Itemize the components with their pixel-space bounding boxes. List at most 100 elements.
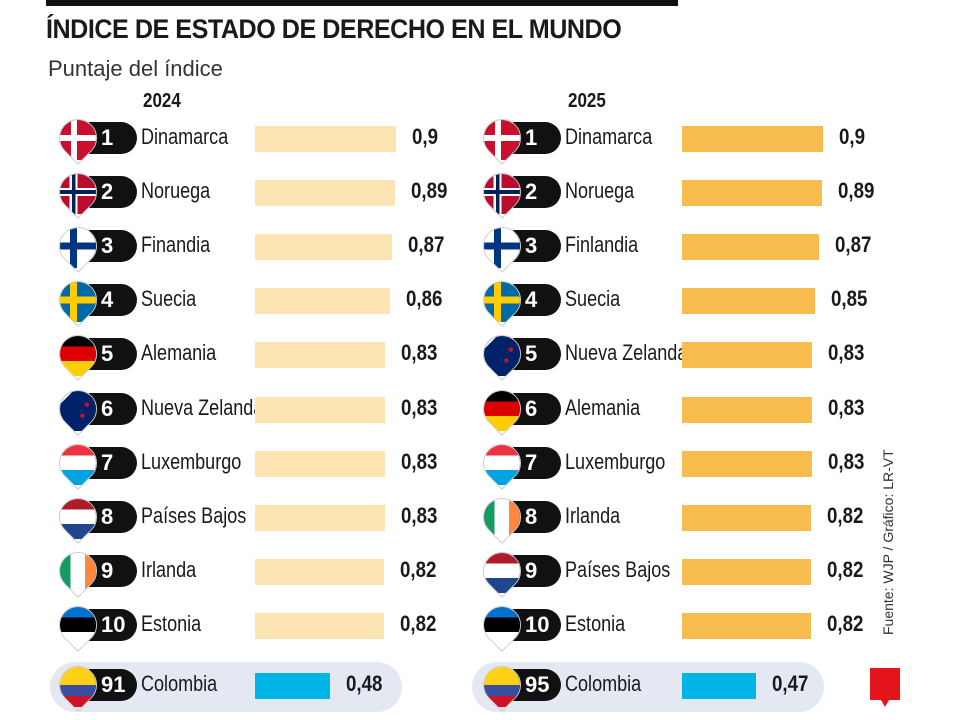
bar bbox=[682, 504, 811, 531]
value-label: 0,82 bbox=[826, 556, 864, 582]
chart-title: ÍNDICE DE ESTADO DE DERECHO EN EL MUNDO bbox=[46, 14, 622, 44]
bar-row-2025: 3 Finlandia 0,87 bbox=[475, 219, 883, 274]
bar-row-2025: 9 Países Bajos 0,82 bbox=[475, 543, 883, 598]
country-label: Países Bajos bbox=[141, 502, 247, 528]
value-label: 0,9 bbox=[839, 124, 866, 149]
bar bbox=[255, 180, 395, 207]
bar-row-2025: 8 Irlanda 0,82 bbox=[475, 489, 883, 544]
bar-row-2024: 7 Luxemburgo 0,83 bbox=[51, 435, 459, 490]
bar bbox=[682, 342, 813, 369]
bar bbox=[682, 180, 822, 207]
rank-badge: 6 bbox=[89, 392, 137, 425]
flag-lu-icon bbox=[51, 435, 105, 490]
flag-nz-icon bbox=[51, 381, 105, 436]
value-label: 0,87 bbox=[407, 232, 444, 258]
value-label: 0,83 bbox=[828, 340, 865, 366]
bar-row-2024: 6 Nueva Zelanda 0,83 bbox=[51, 381, 459, 436]
bar-row-2024: 8 Países Bajos 0,83 bbox=[51, 489, 459, 544]
country-label: Países Bajos bbox=[565, 556, 671, 582]
bar-row-2025: 5 Nueva Zelanda 0,83 bbox=[475, 327, 883, 382]
value-label: 0,47 bbox=[771, 671, 809, 696]
bar bbox=[682, 396, 813, 423]
flag-ee-icon bbox=[475, 598, 529, 652]
flag-ie-icon bbox=[475, 489, 529, 544]
bar-row-2024: 10 Estonia 0,82 bbox=[51, 598, 459, 652]
bar-row-2025: 10 Estonia 0,82 bbox=[475, 598, 883, 652]
bar bbox=[255, 450, 386, 477]
chart-subtitle: Puntaje del índice bbox=[48, 56, 223, 81]
bar-row-2024: 2 Noruega 0,89 bbox=[51, 165, 459, 219]
value-label: 0,89 bbox=[837, 178, 875, 204]
country-label: Nueva Zelanda bbox=[141, 394, 264, 420]
country-label: Noruega bbox=[565, 178, 635, 204]
rank-badge: 10 bbox=[513, 608, 561, 641]
bar bbox=[682, 126, 824, 152]
flag-de-icon bbox=[51, 327, 105, 382]
value-label: 0,82 bbox=[399, 610, 437, 636]
flag-dk-icon bbox=[51, 111, 105, 165]
value-label: 0,82 bbox=[399, 556, 437, 582]
value-label: 0,85 bbox=[831, 286, 868, 312]
bar bbox=[682, 673, 756, 699]
bar-row-2024: 3 Finandia 0,87 bbox=[51, 219, 459, 274]
flag-ie-icon bbox=[51, 543, 105, 598]
year-2024-heading: 2024 bbox=[143, 90, 181, 112]
bar-row-2025: 7 Luxemburgo 0,83 bbox=[475, 435, 883, 490]
bar bbox=[255, 396, 386, 423]
value-label: 0,82 bbox=[826, 502, 864, 528]
value-label: 0,48 bbox=[346, 671, 383, 696]
bar-row-2025: 95 Colombia 0,47 bbox=[475, 658, 883, 712]
country-label: Estonia bbox=[141, 610, 202, 636]
lr-logo bbox=[870, 668, 900, 707]
country-label: Colombia bbox=[141, 671, 218, 696]
bar bbox=[255, 558, 384, 585]
rank-badge: 7 bbox=[513, 446, 561, 479]
bar-row-2024: 5 Alemania 0,83 bbox=[51, 327, 459, 382]
value-label: 0,83 bbox=[828, 394, 865, 420]
bar-row-2024: 91 Colombia 0,48 bbox=[51, 658, 459, 712]
flag-se-icon bbox=[51, 273, 105, 328]
value-label: 0,9 bbox=[412, 124, 439, 149]
top-rule bbox=[46, 0, 678, 6]
country-label: Suecia bbox=[565, 286, 621, 312]
bar bbox=[682, 288, 816, 315]
value-label: 0,83 bbox=[828, 448, 865, 474]
value-label: 0,83 bbox=[401, 502, 438, 528]
value-label: 0,83 bbox=[401, 340, 438, 366]
country-label: Alemania bbox=[565, 394, 641, 420]
country-label: Dinamarca bbox=[141, 124, 229, 149]
bar bbox=[255, 504, 386, 531]
country-label: Dinamarca bbox=[565, 124, 653, 149]
bar bbox=[255, 342, 386, 369]
value-label: 0,86 bbox=[406, 286, 443, 312]
country-label: Nueva Zelanda bbox=[565, 340, 688, 366]
flag-lu-icon bbox=[475, 435, 529, 490]
bar-row-2025: 2 Noruega 0,89 bbox=[475, 165, 883, 219]
bar bbox=[255, 234, 392, 261]
flag-fi-icon bbox=[475, 219, 529, 274]
year-2025-heading: 2025 bbox=[568, 90, 606, 112]
flag-de-icon bbox=[475, 381, 529, 436]
flag-dk-icon bbox=[475, 111, 529, 165]
country-label: Finandia bbox=[141, 232, 211, 258]
flag-se-icon bbox=[475, 273, 529, 328]
bar-row-2024: 9 Irlanda 0,82 bbox=[51, 543, 459, 598]
flag-ee-icon bbox=[51, 598, 105, 652]
country-label: Luxemburgo bbox=[141, 448, 242, 474]
bar bbox=[682, 612, 811, 639]
flag-no-icon bbox=[475, 165, 529, 219]
bar bbox=[255, 673, 331, 699]
value-label: 0,82 bbox=[826, 610, 864, 636]
bar-row-2025: 1 Dinamarca 0,9 bbox=[475, 111, 883, 165]
bar bbox=[682, 450, 813, 477]
bar-row-2025: 6 Alemania 0,83 bbox=[475, 381, 883, 436]
flag-fi-icon bbox=[51, 219, 105, 274]
source-note: Fuente: WJP / Gráfico: LR-VT bbox=[880, 449, 896, 635]
bar-row-2025: 4 Suecia 0,85 bbox=[475, 273, 883, 328]
country-label: Irlanda bbox=[141, 556, 197, 582]
value-label: 0,83 bbox=[401, 394, 438, 420]
flag-no-icon bbox=[51, 165, 105, 219]
bar-row-2024: 4 Suecia 0,86 bbox=[51, 273, 459, 328]
flag-nl-icon bbox=[475, 543, 529, 598]
